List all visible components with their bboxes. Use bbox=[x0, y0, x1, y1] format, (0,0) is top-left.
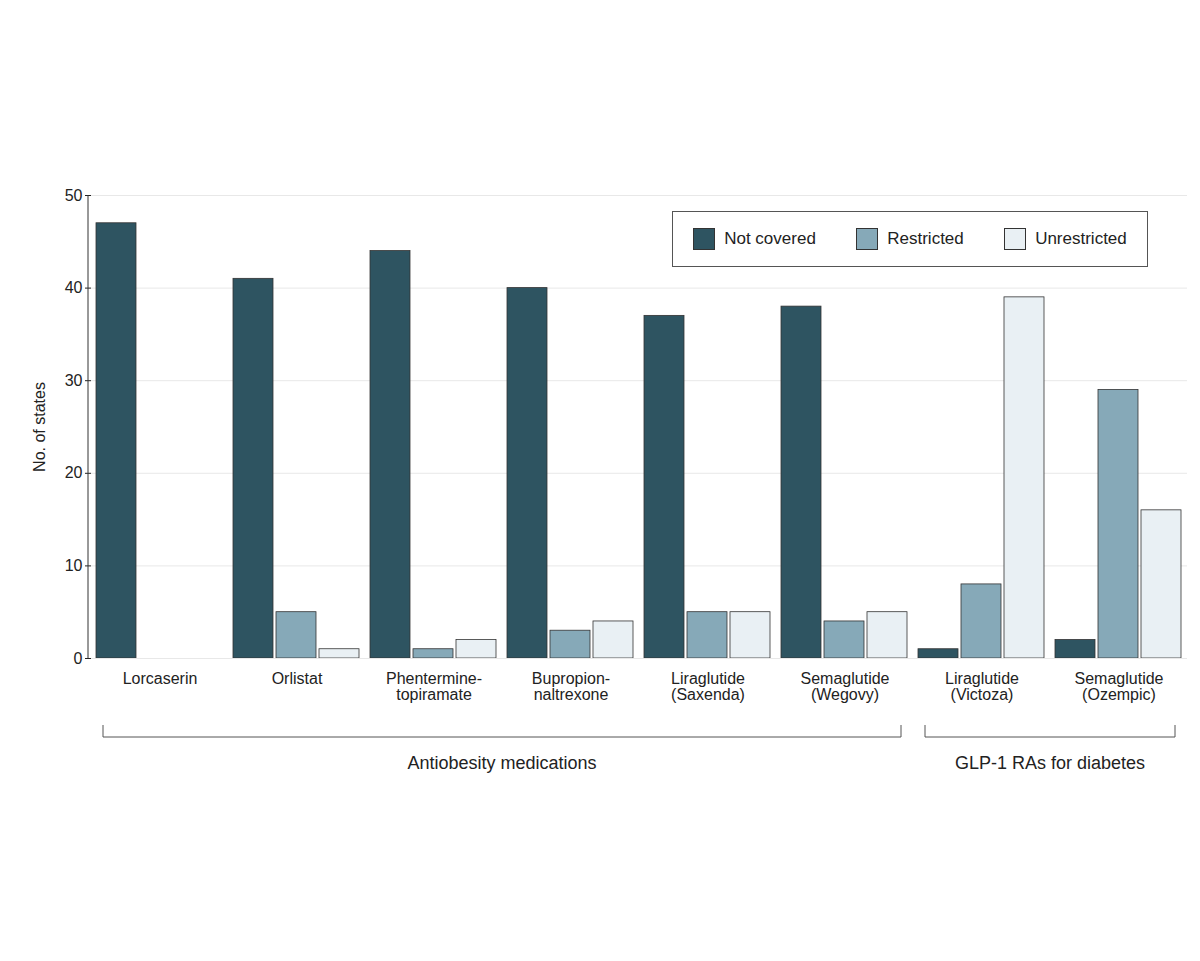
svg-text:No. of states: No. of states bbox=[31, 382, 48, 472]
svg-text:40: 40 bbox=[65, 279, 83, 296]
svg-text:50: 50 bbox=[65, 187, 83, 204]
svg-text:GLP-1 RAs for diabetes: GLP-1 RAs for diabetes bbox=[955, 753, 1145, 773]
svg-text:Liraglutide(Victoza): Liraglutide(Victoza) bbox=[945, 670, 1019, 703]
svg-text:Lorcaserin: Lorcaserin bbox=[123, 670, 198, 687]
svg-text:10: 10 bbox=[65, 557, 83, 574]
svg-text:Semaglutide(Ozempic): Semaglutide(Ozempic) bbox=[1075, 670, 1164, 703]
svg-text:Antiobesity medications: Antiobesity medications bbox=[407, 753, 596, 773]
svg-text:Orlistat: Orlistat bbox=[272, 670, 323, 687]
html-text:Unrestricted: Unrestricted bbox=[1035, 229, 1127, 248]
svg-text:20: 20 bbox=[65, 464, 83, 481]
svg-text:Liraglutide(Saxenda): Liraglutide(Saxenda) bbox=[671, 670, 745, 703]
html-text:Not covered: Not covered bbox=[724, 229, 816, 248]
svg-text:Phentermine-topiramate: Phentermine-topiramate bbox=[386, 670, 482, 703]
svg-text:Semaglutide(Wegovy): Semaglutide(Wegovy) bbox=[801, 670, 890, 703]
svg-text:0: 0 bbox=[74, 650, 83, 667]
html-text:Restricted: Restricted bbox=[887, 229, 964, 248]
svg-text:30: 30 bbox=[65, 372, 83, 389]
svg-text:Bupropion-naltrexone: Bupropion-naltrexone bbox=[532, 670, 610, 703]
